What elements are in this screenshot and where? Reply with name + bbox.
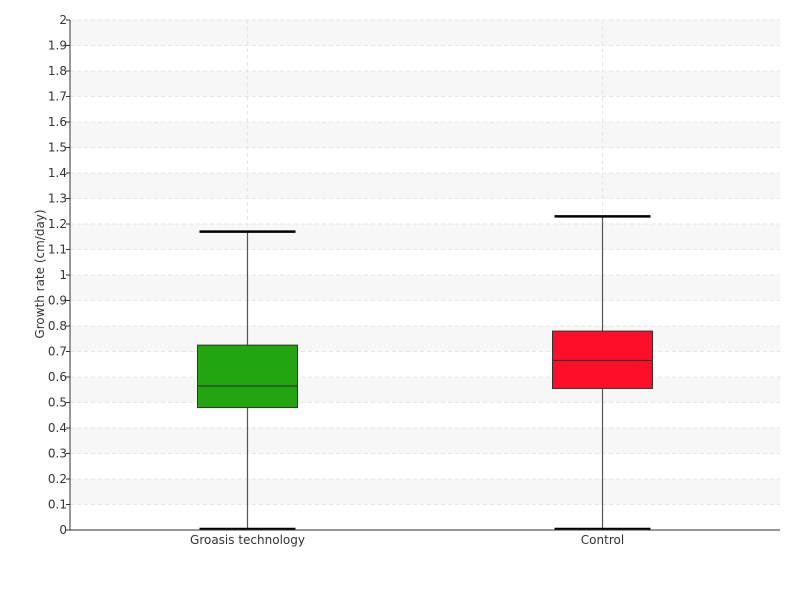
box-iqr [197,344,298,409]
y-tick-label: 1.9 [48,39,67,53]
grid-band [70,71,780,97]
y-tick-label: 0.5 [48,396,67,410]
grid-band [70,275,780,301]
box-series [197,215,653,531]
y-tick-label: 0.4 [48,421,67,435]
y-tick-label: 0.3 [48,447,67,461]
grid-lines [70,19,780,530]
grid-band [70,122,780,148]
axes [66,19,780,531]
grid-band [70,326,780,352]
grid-band [70,479,780,505]
y-tick-label: 0.7 [48,345,67,359]
y-tick-labels: 0 0.1 0.2 0.3 0.4 0.5 0.6 0.7 0.8 0.9 1 1.1 1.2 1.3 1.… [48,13,67,537]
grid-band [70,428,780,454]
plot-background-bands [70,20,780,505]
y-tick-label: 1.4 [48,166,67,180]
y-tick-label: 1.2 [48,217,67,231]
y-tick-label: 1.7 [48,90,67,104]
y-tick-label: 1.8 [48,64,67,78]
y-axis-title: Growth rate (cm/day) [33,209,47,338]
grid-band [70,173,780,199]
y-tick-label: 0 [59,523,67,537]
y-tick-label: 0.2 [48,472,67,486]
box-iqr [552,330,653,389]
grid-band [70,377,780,403]
y-tick-label: 0.9 [48,294,67,308]
y-tick-label: 1.6 [48,115,67,129]
y-tick-label: 1 [59,268,67,282]
x-category-label: Groasis technology [190,533,305,547]
y-tick-label: 1.5 [48,141,67,155]
y-tick-label: 1.1 [48,243,67,257]
y-tick-label: 0.6 [48,370,67,384]
grid-band [70,20,780,46]
x-category-labels: Groasis technology Control [190,533,624,547]
grid-band [70,224,780,250]
x-category-label: Control [581,533,624,547]
y-tick-label: 0.8 [48,319,67,333]
y-tick-label: 2 [59,13,67,27]
y-tick-label: 0.1 [48,498,67,512]
y-tick-label: 1.3 [48,192,67,206]
